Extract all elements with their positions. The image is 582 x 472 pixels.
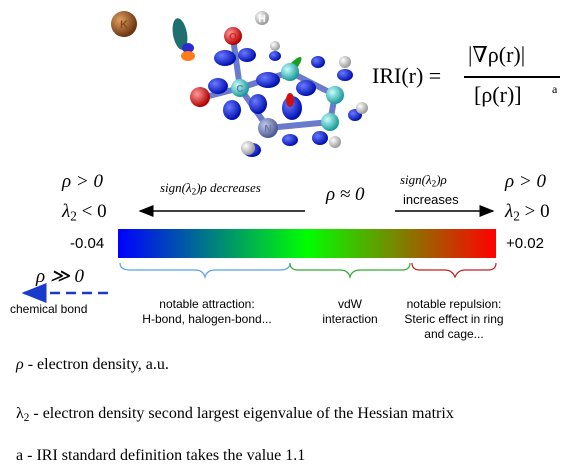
hydrogen-atom [270, 41, 280, 51]
color-bar [118, 229, 496, 258]
carbon-atom [231, 79, 249, 97]
color-bar-max-label: +0.02 [506, 235, 544, 252]
repulsion-label: notable repulsion: Steric effect in ring… [404, 297, 504, 341]
carbon-atom [321, 113, 339, 131]
potassium-atom [111, 11, 137, 37]
nitrogen-atom [258, 118, 278, 138]
increases-label: sign(λ2)ρ [400, 172, 447, 189]
hydrogen-label: H [258, 14, 265, 25]
oxygen-atom-left [190, 87, 210, 107]
left-rho-condition: ρ > 0 [62, 171, 103, 192]
hydrogen-atom [329, 136, 341, 148]
chemical-bond-label: chemical bond [10, 302, 88, 316]
color-bar-min-label: -0.04 [70, 235, 105, 252]
hydrogen-atom-top [255, 11, 269, 25]
vdw-label: vdW interaction [322, 297, 378, 326]
hydrogen-atom [339, 56, 351, 68]
oxygen-atom-top [224, 27, 242, 45]
nitrogen-label: N [264, 124, 271, 135]
right-rho-condition: ρ > 0 [505, 171, 546, 192]
formula-lhs: IRI(r) = [372, 63, 442, 88]
carbon-atom [326, 86, 344, 104]
left-lambda-condition: λ2 < 0 [62, 201, 107, 224]
formula-fraction-bar [464, 76, 560, 78]
oxygen-label: O [229, 32, 237, 43]
decreases-label: sign(λ2)ρ decreases [160, 180, 261, 197]
hydrogen-atom [356, 102, 368, 114]
legend-lambda: λ2 - electron density second largest eig… [16, 405, 454, 424]
iri-formula: IRI(r) = |∇ρ(r)| [ρ(r)] a [372, 38, 572, 128]
right-lambda-condition: λ2 > 0 [505, 201, 550, 224]
attraction-label: notable attraction: H-bond, halogen-bond… [142, 297, 272, 326]
carbon-atom [281, 63, 299, 81]
repulsion-bracket [411, 262, 497, 279]
formula-denominator: [ρ(r)] [474, 82, 522, 107]
increases-label-line2: increases [403, 192, 459, 207]
legend-a: a - IRI standard definition takes the va… [16, 447, 306, 464]
formula-exponent: a [552, 82, 558, 96]
repulsion-isosurface [286, 93, 294, 107]
hydrogen-atom [241, 141, 255, 155]
legend-rho: ρ - electron density, a.u. [16, 356, 169, 373]
isosurface-lobe [181, 51, 195, 61]
isosurface-lobe [182, 43, 194, 53]
molecule-illustration: K [111, 11, 368, 157]
carbon-label: C [236, 84, 243, 95]
vdw-bracket [289, 262, 411, 280]
isosurface-lobe [172, 18, 188, 50]
center-rho-condition: ρ ≈ 0 [326, 184, 365, 205]
formula-numerator: |∇ρ(r)| [468, 42, 526, 67]
attraction-bracket [119, 262, 291, 280]
chemical-bond-rho: ρ ≫ 0 [36, 266, 85, 287]
potassium-label: K [120, 19, 128, 31]
